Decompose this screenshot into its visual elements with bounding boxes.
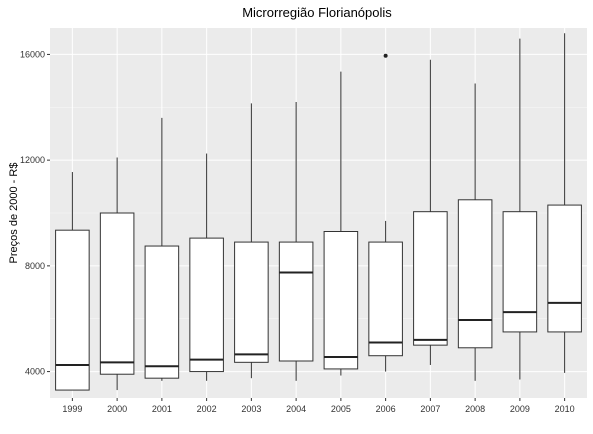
box-2009 — [502, 38, 538, 380]
box-rect — [144, 245, 180, 379]
chart-title: Microrregião Florianópolis — [242, 5, 392, 20]
box-rect — [234, 241, 269, 363]
box-rect — [502, 211, 538, 333]
box-2010 — [547, 33, 582, 373]
x-tick-label: 2002 — [197, 404, 217, 414]
x-tick-label: 2000 — [107, 404, 127, 414]
x-tick-label: 2009 — [510, 404, 530, 414]
x-tick-label: 2005 — [331, 404, 351, 414]
box-rect — [368, 241, 403, 357]
x-tick-label: 2004 — [286, 404, 306, 414]
x-tick-label: 2006 — [376, 404, 396, 414]
box-2007 — [413, 59, 448, 365]
box-2001 — [144, 117, 180, 381]
x-axis: 1999 2000 2001 2002 2003 2004 2005 2006 2007 2008… — [62, 398, 575, 414]
box-2005 — [323, 71, 359, 376]
box-2000 — [99, 157, 135, 391]
box-rect — [457, 199, 493, 349]
x-tick-label: 2001 — [152, 404, 172, 414]
box-2003 — [234, 103, 269, 379]
box-2008 — [457, 83, 493, 381]
outlier-point — [383, 53, 388, 58]
box-rect — [99, 212, 135, 375]
box-1999 — [55, 172, 90, 391]
x-tick-label: 2008 — [465, 404, 485, 414]
box-rect — [547, 204, 582, 333]
box-2006 — [368, 53, 403, 372]
y-tick-label: 4000 — [25, 367, 45, 377]
y-axis-label: Preços de 2000 - R$ — [8, 163, 20, 264]
box-rect — [413, 211, 448, 346]
x-tick-label: 2010 — [555, 404, 575, 414]
x-tick-label: 1999 — [62, 404, 82, 414]
y-tick-label: 8000 — [25, 261, 45, 271]
x-tick-label: 2003 — [241, 404, 261, 414]
box-rect — [323, 231, 359, 370]
y-tick-label: 12000 — [20, 155, 45, 165]
y-tick-label: 16000 — [20, 49, 45, 59]
box-rect — [278, 241, 314, 362]
y-axis: 4000 8000 12000 16000 — [20, 49, 50, 377]
box-rect — [55, 229, 90, 391]
box-2004 — [278, 102, 314, 381]
boxes-layer — [55, 33, 582, 391]
box-2002 — [189, 153, 224, 381]
x-tick-label: 2007 — [420, 404, 440, 414]
box-rect — [189, 237, 224, 373]
